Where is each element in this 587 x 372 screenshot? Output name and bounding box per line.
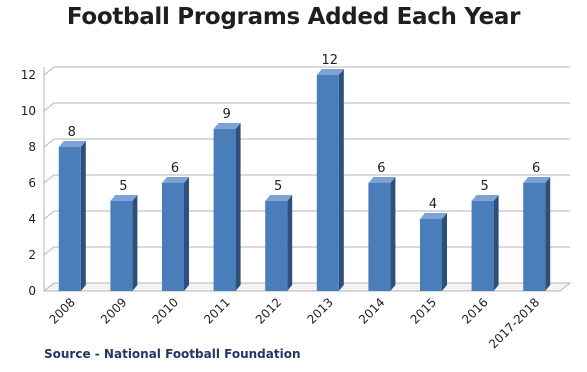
x-tick-label: 2017-2018 bbox=[486, 295, 542, 351]
bar bbox=[265, 201, 288, 291]
bar-top bbox=[471, 195, 499, 201]
bar-side bbox=[80, 141, 86, 291]
data-label: 5 bbox=[119, 179, 127, 194]
bar-side bbox=[442, 213, 447, 291]
bar bbox=[420, 219, 442, 291]
bar-side bbox=[338, 69, 344, 291]
bar-top bbox=[265, 195, 293, 201]
x-tick-label: 2008 bbox=[46, 295, 77, 326]
data-label: 6 bbox=[532, 161, 540, 176]
data-label: 5 bbox=[480, 179, 488, 194]
bar-side bbox=[184, 177, 189, 291]
bar-top bbox=[213, 123, 241, 129]
bar bbox=[471, 201, 494, 291]
bar bbox=[368, 183, 391, 291]
x-tick-label: 2009 bbox=[98, 295, 129, 326]
x-tick-label: 2012 bbox=[253, 295, 284, 326]
gridline bbox=[43, 138, 570, 148]
bar bbox=[316, 75, 339, 291]
bar-side bbox=[235, 123, 241, 291]
data-label: 5 bbox=[274, 179, 282, 194]
chart-title: Football Programs Added Each Year bbox=[66, 4, 521, 30]
y-tick-label: 6 bbox=[28, 176, 36, 190]
bar-top bbox=[420, 213, 447, 219]
x-tick-label: 2016 bbox=[459, 295, 490, 326]
bar bbox=[110, 201, 133, 291]
bar-top bbox=[58, 141, 86, 147]
y-tick-label: 2 bbox=[28, 248, 36, 262]
bar-side bbox=[545, 177, 551, 291]
gridline bbox=[43, 246, 570, 256]
bar-top bbox=[162, 177, 189, 183]
x-tick-label: 2011 bbox=[201, 295, 232, 326]
bar bbox=[523, 183, 546, 291]
x-tick-label: 2015 bbox=[408, 295, 439, 326]
y-tick-label: 12 bbox=[21, 68, 36, 82]
data-label: 6 bbox=[171, 161, 179, 176]
y-tick-label: 4 bbox=[28, 212, 36, 226]
data-label: 8 bbox=[68, 125, 76, 140]
bar-side bbox=[132, 195, 138, 291]
bar-top bbox=[523, 177, 551, 183]
bar bbox=[162, 183, 184, 291]
gridline bbox=[43, 174, 570, 184]
data-label: 6 bbox=[377, 161, 385, 176]
bar-side bbox=[390, 177, 396, 291]
data-label: 9 bbox=[222, 107, 230, 122]
bar-side bbox=[287, 195, 293, 291]
bar bbox=[213, 129, 236, 291]
bar-side bbox=[493, 195, 499, 291]
bar bbox=[58, 147, 81, 291]
source-note: Source - National Football Foundation bbox=[44, 347, 301, 361]
bar-top bbox=[110, 195, 138, 201]
y-tick-label: 10 bbox=[21, 104, 36, 118]
x-tick-label: 2013 bbox=[304, 295, 335, 326]
gridline bbox=[43, 66, 570, 76]
gridline bbox=[43, 210, 570, 220]
y-tick-label: 0 bbox=[28, 284, 36, 298]
x-tick-label: 2014 bbox=[356, 295, 387, 326]
bar-top bbox=[316, 69, 344, 75]
x-tick-label: 2010 bbox=[150, 295, 181, 326]
y-tick-label: 8 bbox=[28, 140, 36, 154]
data-label: 4 bbox=[429, 197, 437, 212]
bar-top bbox=[368, 177, 396, 183]
data-label: 12 bbox=[322, 53, 339, 68]
gridline bbox=[43, 102, 570, 112]
